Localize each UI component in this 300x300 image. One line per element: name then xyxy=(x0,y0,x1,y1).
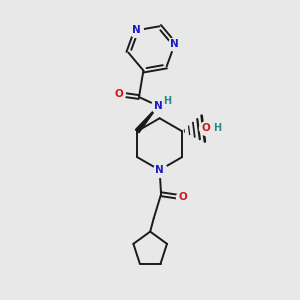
Text: O: O xyxy=(178,192,187,202)
Text: H: H xyxy=(164,96,172,106)
Text: N: N xyxy=(154,101,163,111)
Text: O: O xyxy=(202,123,211,133)
Polygon shape xyxy=(135,106,158,133)
Text: H: H xyxy=(213,123,221,133)
Text: N: N xyxy=(155,165,164,175)
Text: N: N xyxy=(132,26,141,35)
Text: O: O xyxy=(114,89,123,99)
Text: N: N xyxy=(170,39,179,49)
